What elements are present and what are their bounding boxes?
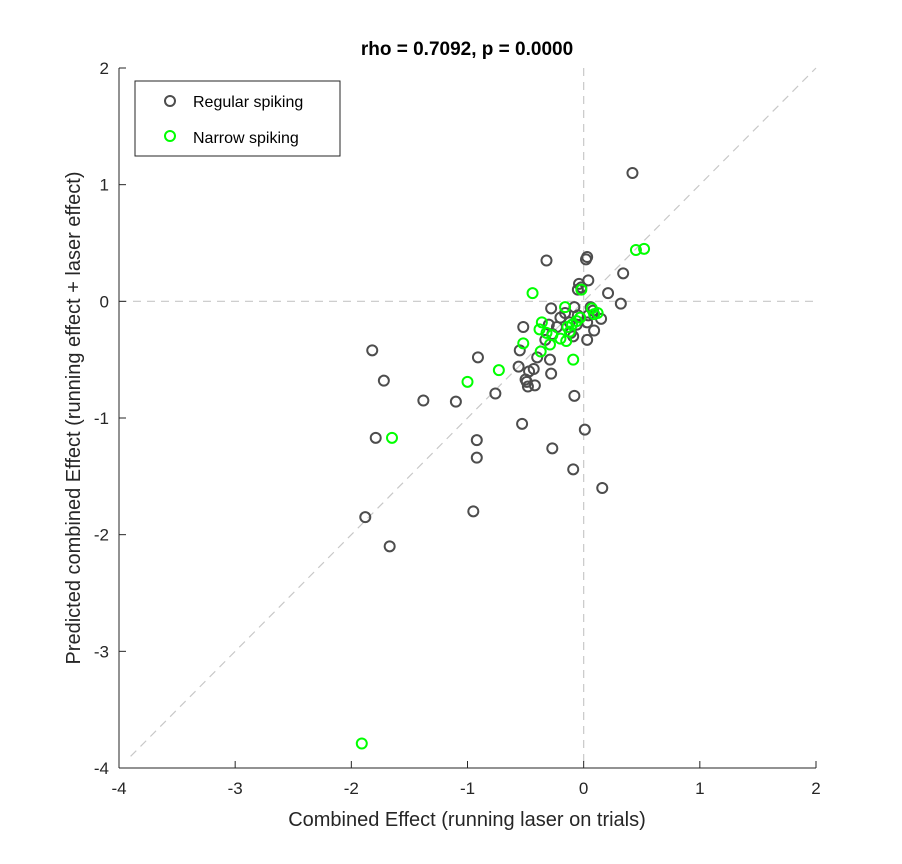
narrow-spiking-point bbox=[355, 737, 368, 750]
legend-label-regular: Regular spiking bbox=[193, 94, 303, 111]
regular-spiking-point bbox=[359, 511, 372, 524]
narrow-spiking-point bbox=[543, 338, 556, 351]
regular-spiking-point bbox=[366, 344, 379, 357]
legend-marker-narrow bbox=[164, 130, 176, 142]
regular-spiking-point bbox=[567, 463, 580, 476]
regular-spiking-point bbox=[588, 324, 601, 337]
y-ticks: -4 -3 -2 -1 0 1 2 bbox=[94, 59, 126, 778]
narrow-spiking-point bbox=[535, 316, 548, 329]
narrow-spiking-point bbox=[526, 287, 539, 300]
regular-spiking-point bbox=[513, 344, 526, 357]
narrow-spiking-point bbox=[517, 337, 530, 350]
narrow-spiking-point bbox=[492, 364, 505, 377]
legend-label-narrow: Narrow spiking bbox=[193, 130, 299, 147]
regular-spiking-point bbox=[521, 380, 534, 393]
regular-spiking-point bbox=[383, 540, 396, 553]
narrow-spiking-point bbox=[534, 345, 547, 358]
regular-spiking-point bbox=[545, 302, 558, 315]
regular-spiking-point bbox=[517, 321, 530, 333]
narrow-spiking-point bbox=[461, 375, 474, 388]
regular-spiking-point bbox=[579, 253, 592, 266]
chart-title: rho = 0.7092, p = 0.0000 bbox=[361, 39, 573, 60]
identity-line bbox=[130, 67, 817, 757]
x-tick-label: -4 bbox=[111, 779, 126, 798]
regular-spiking-point bbox=[543, 353, 556, 366]
regular-spiking-point bbox=[617, 267, 630, 280]
reference-lines bbox=[119, 67, 817, 768]
regular-spiking-point bbox=[470, 451, 483, 464]
y-tick-label: -3 bbox=[94, 642, 109, 661]
x-ticks: -4 -3 -2 -1 0 1 2 bbox=[111, 761, 821, 798]
narrow-spiking-point bbox=[575, 283, 588, 296]
regular-spiking-point bbox=[516, 417, 529, 430]
narrow-spiking-point bbox=[560, 335, 573, 347]
x-tick-label: -1 bbox=[460, 779, 475, 798]
regular-spiking-point bbox=[596, 482, 609, 494]
y-tick-label: 2 bbox=[100, 59, 109, 78]
narrow-spiking-point bbox=[629, 244, 642, 256]
x-tick-label: 0 bbox=[579, 779, 588, 798]
x-tick-label: 1 bbox=[695, 779, 704, 798]
y-axis-label: Predicted combined Effect (running effec… bbox=[63, 171, 85, 664]
narrow-spiking-point bbox=[554, 332, 567, 345]
regular-spiking-point bbox=[546, 442, 559, 455]
legend-marker-regular bbox=[164, 95, 176, 107]
regular-spiking-point bbox=[614, 297, 627, 310]
regular-spiking-point bbox=[531, 351, 544, 364]
x-tick-label: 2 bbox=[811, 779, 820, 798]
regular-spiking-point bbox=[467, 505, 480, 518]
regular-spiking-point bbox=[568, 389, 581, 402]
regular-spiking-point bbox=[489, 387, 502, 400]
legend: Regular spiking Narrow spiking bbox=[134, 80, 341, 157]
regular-spiking-point bbox=[626, 167, 639, 179]
regular-spiking-point bbox=[584, 301, 597, 314]
y-tick-label: -4 bbox=[94, 759, 109, 778]
regular-spiking-point bbox=[417, 394, 430, 407]
narrow-spiking-point bbox=[567, 353, 580, 366]
narrow-spiking-point bbox=[574, 311, 587, 324]
regular-spiking-point bbox=[581, 333, 594, 346]
y-tick-label: 1 bbox=[100, 176, 109, 195]
narrow-spiking-point bbox=[588, 308, 601, 321]
regular-spiking-point bbox=[470, 434, 483, 447]
regular-spiking-point bbox=[578, 423, 591, 436]
x-tick-label: -3 bbox=[228, 779, 243, 798]
narrow-spiking-point bbox=[638, 242, 651, 255]
narrow-spiking-point bbox=[540, 326, 553, 339]
legend-box bbox=[134, 80, 341, 157]
data-points bbox=[355, 167, 651, 750]
regular-spiking-point bbox=[545, 367, 558, 380]
narrow-spiking-point bbox=[533, 323, 546, 336]
regular-spiking-point bbox=[602, 287, 615, 300]
regular-spiking-point bbox=[471, 351, 484, 364]
regular-spiking-point bbox=[528, 379, 541, 392]
regular-spiking-point bbox=[377, 374, 390, 387]
x-axis-label: Combined Effect (running laser on trials… bbox=[288, 809, 646, 831]
regular-spiking-point bbox=[369, 431, 382, 444]
y-tick-label: -1 bbox=[94, 409, 109, 428]
regular-spiking-point bbox=[449, 395, 462, 408]
regular-spiking-point bbox=[542, 318, 555, 331]
y-tick-label: -2 bbox=[94, 526, 109, 545]
y-tick-label: 0 bbox=[100, 292, 109, 311]
narrow-spiking-point bbox=[385, 431, 398, 444]
narrow-spiking-point bbox=[559, 301, 572, 314]
regular-spiking-point bbox=[512, 360, 525, 373]
regular-spiking-point bbox=[540, 254, 553, 267]
x-tick-label: -2 bbox=[344, 779, 359, 798]
